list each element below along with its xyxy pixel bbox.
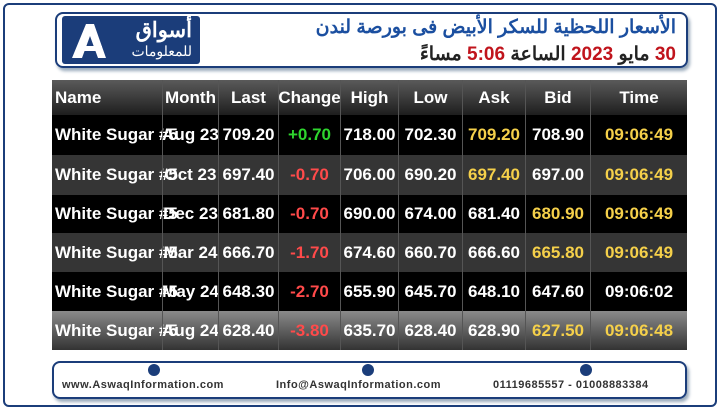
table-cell: 628.40 — [398, 311, 462, 350]
table-cell: 627.50 — [525, 311, 590, 350]
table-cell: 697.40 — [218, 155, 278, 195]
table-cell: 666.60 — [462, 233, 525, 272]
table-cell: White Sugar #5 — [55, 242, 178, 262]
table-cell: -0.70 — [278, 195, 340, 233]
table-cell: Aug 24 — [162, 311, 219, 350]
data-row: White Sugar #5 Aug 23 709.20 +0.70 718.00 702… — [52, 115, 687, 155]
date-time: 5:06 — [467, 44, 506, 65]
data-row: White Sugar #5 Mar 24 666.70 -1.70 674.60 660… — [52, 233, 687, 272]
date-word: الساعة — [510, 44, 566, 65]
logo-icon — [72, 24, 106, 58]
table-cell: 648.30 — [218, 272, 278, 311]
table-cell: 09:06:48 — [590, 311, 687, 350]
date-day: 30 — [654, 44, 676, 65]
table-cell: 674.60 — [340, 233, 398, 272]
header-box — [55, 12, 688, 68]
column-header: Bid — [525, 80, 590, 115]
table-cell: White Sugar #5 — [55, 204, 178, 223]
table-cell: 665.80 — [525, 233, 590, 272]
date-month: مايو — [618, 44, 650, 65]
table-cell: 628.90 — [462, 311, 525, 350]
table-cell: Dec 23 — [162, 195, 218, 233]
table-cell: +0.70 — [278, 115, 340, 155]
logo: أسواق للمعلومات — [62, 16, 200, 64]
table-cell: Mar 24 — [162, 233, 218, 272]
website[interactable]: www.AswaqInformation.com — [62, 379, 224, 391]
table-cell: 628.40 — [218, 311, 278, 350]
table-cell: 697.40 — [462, 155, 525, 195]
table-cell: White Sugar #5 — [55, 125, 178, 144]
column-header: Month — [162, 80, 218, 115]
mail-icon — [362, 364, 374, 376]
table-cell: 09:06:49 — [590, 233, 687, 272]
column-header: Low — [398, 80, 462, 115]
date-year: 2023 — [570, 44, 614, 65]
table-cell: 666.70 — [218, 233, 278, 272]
table-cell: 681.40 — [462, 195, 525, 233]
outer-frame — [3, 3, 717, 407]
table-cell: 690.00 — [340, 195, 398, 233]
table-cell: May 24 — [162, 272, 219, 311]
data-row: White Sugar #5 May 24 648.30 -2.70 655.90 645… — [52, 272, 687, 311]
column-header: Time — [590, 80, 687, 115]
web-icon — [148, 364, 160, 376]
table-cell: 690.20 — [398, 155, 462, 195]
table-cell: White Sugar #5 — [55, 165, 178, 184]
table-cell: 702.30 — [398, 115, 462, 155]
table-cell: -2.70 — [278, 272, 340, 311]
table-cell: 655.90 — [340, 272, 398, 311]
header-row: Name Month Last Change High Low Ask Bid Time — [52, 80, 687, 115]
date-line: 30 مايو 2023 الساعة 5:06 مساءً — [420, 43, 676, 66]
table-cell: -0.70 — [278, 155, 340, 195]
table-cell: 681.80 — [218, 195, 278, 233]
data-row: White Sugar #5 Aug 24 628.40 -3.80 635.70 628… — [52, 311, 687, 350]
logo-tagline: للمعلومات — [131, 43, 192, 59]
table-cell: Aug 23 — [162, 115, 219, 155]
table-cell: 647.60 — [525, 272, 590, 311]
table-cell: 718.00 — [340, 115, 398, 155]
date-period: مساءً — [419, 44, 462, 65]
table-cell: -3.80 — [278, 311, 340, 350]
data-row: White Sugar #5 Oct 23 697.40 -0.70 706.00 690… — [52, 155, 687, 195]
data-row: White Sugar #5 Dec 23 681.80 -0.70 690.00 674… — [52, 195, 687, 233]
table-cell: 09:06:02 — [590, 272, 687, 311]
email[interactable]: Info@AswaqInformation.com — [276, 379, 442, 391]
table-cell: 09:06:49 — [590, 155, 687, 195]
column-header: Ask — [462, 80, 525, 115]
table-cell: 645.70 — [398, 272, 462, 311]
column-header: Name — [55, 87, 102, 107]
table-cell: 708.90 — [525, 115, 590, 155]
column-header: Last — [218, 80, 278, 115]
table-cell: 674.00 — [398, 195, 462, 233]
table-cell: 660.70 — [398, 233, 462, 272]
phones: 01119685557 - 01008883384 — [493, 379, 649, 391]
column-header: Change — [278, 80, 341, 115]
column-header: High — [340, 80, 398, 115]
table-cell: White Sugar #5 — [55, 320, 178, 340]
table-cell: 709.20 — [218, 115, 278, 155]
phone-icon — [580, 364, 592, 376]
table-cell: 706.00 — [340, 155, 398, 195]
table-cell: 697.00 — [525, 155, 590, 195]
table-cell: 09:06:49 — [590, 115, 687, 155]
price-table: Name Month Last Change High Low Ask Bid Time Whit… — [52, 80, 687, 350]
logo-name: أسواق — [135, 19, 192, 42]
table-cell: 635.70 — [340, 311, 398, 350]
table-cell: 680.90 — [525, 195, 590, 233]
table-cell: Oct 23 — [162, 155, 218, 195]
table-cell: 09:06:49 — [590, 195, 687, 233]
table-cell: -1.70 — [278, 233, 340, 272]
table-cell: 709.20 — [462, 115, 525, 155]
page-title: الأسعار اللحظية للسكر الأبيض فى بورصة لن… — [315, 17, 676, 38]
table-cell: 648.10 — [462, 272, 525, 311]
footer-box — [52, 361, 687, 399]
table-cell: White Sugar #5 — [55, 281, 178, 301]
